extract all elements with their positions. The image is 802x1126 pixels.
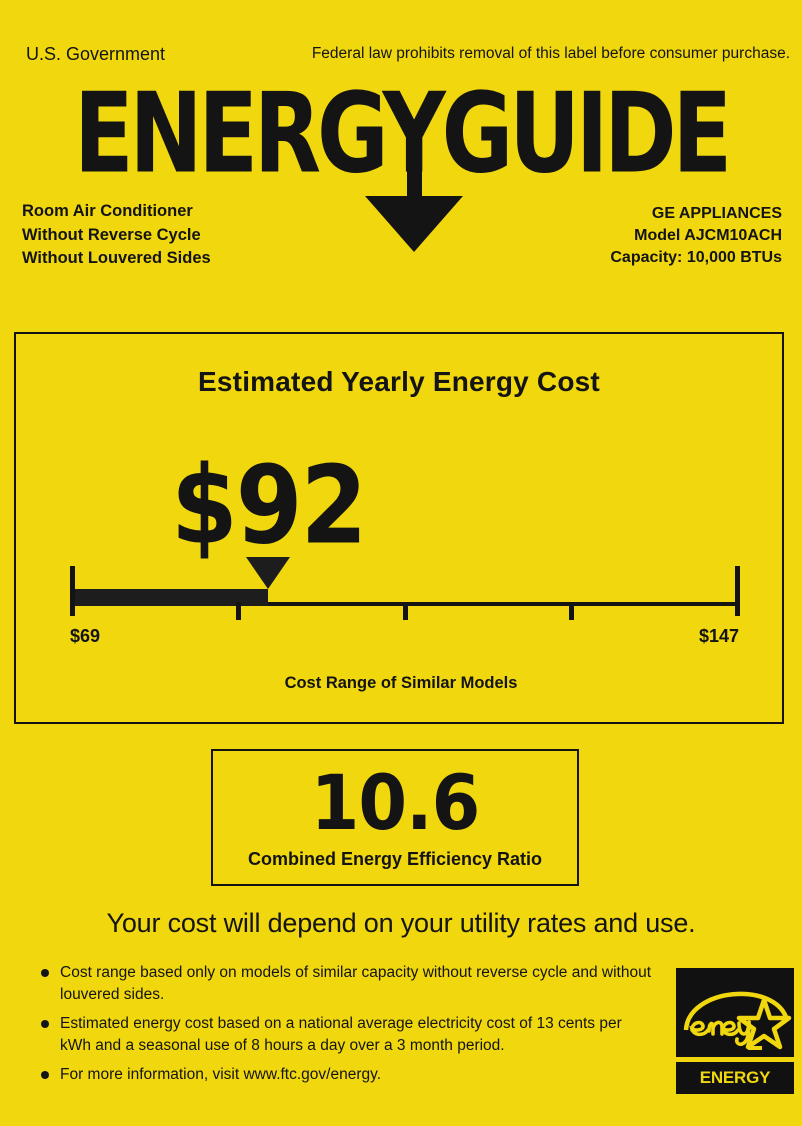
scale-label-high: $147 [698, 626, 739, 646]
ceer-value: 10.6 [310, 758, 481, 848]
energy-star-name: ENERGY STAR [699, 1068, 771, 1119]
bullet-icon [41, 1020, 49, 1028]
product-type-line-3: Without Louvered Sides [22, 249, 211, 267]
footnote-text: For more information, visit www.ftc.gov/… [60, 1066, 382, 1083]
scale-tick-end [735, 566, 740, 616]
brand-model-block: GE APPLIANCES Model AJCM10ACH Capacity: … [610, 203, 782, 269]
us-government-text: U.S. Government [26, 44, 166, 64]
list-item: Estimated energy cost based on a nationa… [38, 1013, 653, 1056]
model-number: Model AJCM10ACH [634, 227, 782, 244]
scale-filled-bar [72, 589, 269, 606]
energy-star-graphic [683, 991, 792, 1050]
down-arrow-icon [365, 148, 463, 252]
energy-star-emblem [676, 968, 794, 1057]
list-item: For more information, visit www.ftc.gov/… [38, 1064, 653, 1086]
energyguide-wordmark: ENERGYGUIDE [74, 68, 732, 198]
footnotes-list: Cost range based only on models of simil… [38, 962, 653, 1094]
scale-label-low: $69 [70, 626, 101, 646]
product-type-line-2: Without Reverse Cycle [22, 225, 201, 244]
cost-range-caption: Cost Range of Similar Models [284, 674, 518, 692]
estimated-cost-title: Estimated Yearly Energy Cost [198, 366, 600, 397]
bullet-icon [41, 969, 49, 977]
scale-tick-start [70, 566, 75, 616]
energy-star-name-bar: ENERGY STAR [676, 1062, 794, 1119]
arrow-head [365, 196, 463, 252]
arrow-shaft [407, 148, 422, 208]
brand-name: GE APPLIANCES [651, 205, 782, 222]
scale-tick-2 [402, 602, 408, 620]
scale-tick-1 [236, 602, 242, 620]
estimated-cost-box: Estimated Yearly Energy Cost $92 $69 $14… [14, 332, 784, 724]
ceer-caption: Combined Energy Efficiency Ratio [247, 849, 543, 869]
label-header: U.S. Government Federal law prohibits re… [26, 44, 790, 66]
scale-tick-3 [568, 602, 574, 620]
footnote-text: Cost range based only on models of simil… [60, 964, 652, 1003]
capacity-rating: Capacity: 10,000 BTUs [610, 249, 782, 266]
product-type-line-1: Room Air Conditioner [22, 202, 193, 220]
energy-star-logo: ENERGY STAR [676, 968, 794, 1119]
energyguide-wordmark-area: ENERGYGUIDE [0, 78, 802, 188]
ceer-box: 10.6 Combined Energy Efficiency Ratio [211, 749, 579, 886]
estimated-cost-amount: $92 [171, 443, 367, 569]
scale-axis-line [72, 602, 737, 606]
federal-law-notice: Federal law prohibits removal of this la… [311, 45, 790, 62]
cost-disclaimer-tagline: Your cost will depend on your utility ra… [106, 908, 696, 938]
footnote-text: Estimated energy cost based on a nationa… [60, 1015, 622, 1054]
product-type-block: Room Air Conditioner Without Reverse Cyc… [22, 200, 211, 271]
list-item: Cost range based only on models of simil… [38, 962, 653, 1005]
bullet-icon [41, 1071, 49, 1079]
